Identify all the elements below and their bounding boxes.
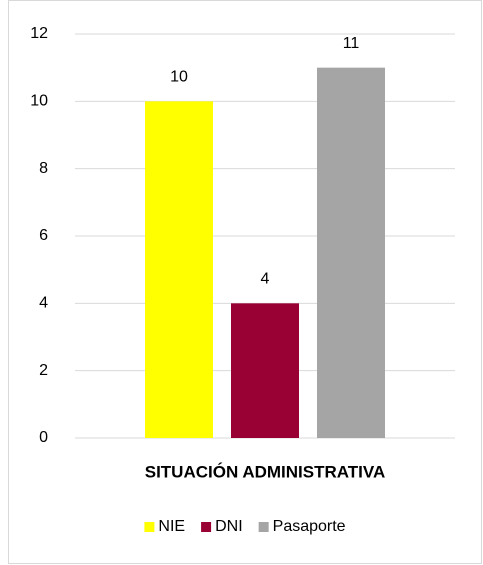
y-tick-label: 6 xyxy=(39,227,48,244)
y-tick-label: 8 xyxy=(39,160,48,177)
bar xyxy=(317,67,385,439)
y-tick-label: 10 xyxy=(30,93,48,110)
x-tick-label: SITUACIÓN ADMINISTRATIVA xyxy=(145,462,386,481)
legend-swatch xyxy=(201,522,212,532)
data-label: 11 xyxy=(343,35,360,52)
y-tick-label: 0 xyxy=(39,429,48,446)
legend-swatch xyxy=(258,522,269,532)
legend-label: NIE xyxy=(158,518,185,535)
data-label: 4 xyxy=(261,271,270,288)
bar xyxy=(145,101,213,438)
y-tick-label: 2 xyxy=(39,362,48,379)
y-tick-label: 12 xyxy=(30,25,48,42)
legend-swatch xyxy=(144,522,155,532)
legend-label: DNI xyxy=(215,518,243,535)
legend-label: Pasaporte xyxy=(273,518,346,535)
bar xyxy=(231,303,299,438)
chart-frame xyxy=(8,0,482,564)
data-label: 10 xyxy=(170,69,188,86)
y-tick-label: 4 xyxy=(39,295,48,312)
